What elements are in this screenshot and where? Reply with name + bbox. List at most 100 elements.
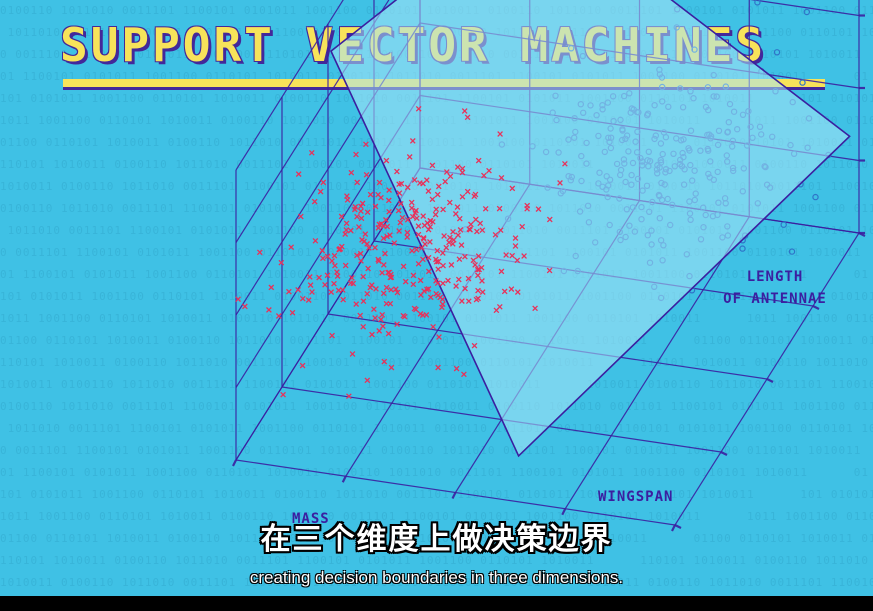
class-a-point [387,232,393,238]
class-a-point [386,208,392,215]
class-a-point [299,295,306,302]
z-axis-tick [341,475,347,483]
class-a-point [375,256,382,263]
class-a-point [322,281,328,288]
class-a-point [362,231,369,237]
class-a-point [329,258,335,264]
class-a-point [399,214,406,221]
class-a-point [447,234,453,241]
class-a-point [455,232,461,238]
class-a-point [474,266,481,273]
class-a-point [332,262,338,269]
class-a-point [456,215,463,222]
class-a-point [394,168,400,175]
class-a-point [256,249,263,256]
class-b-point [773,49,781,56]
class-a-point [358,203,364,210]
class-a-point [331,280,337,287]
class-a-point [479,227,486,234]
y-axis-label: LENGTH OF ANTENNAE [700,266,850,310]
class-a-point [477,220,484,227]
class-a-point [486,167,492,174]
x-axis-tick [674,524,682,529]
class-a-point [312,237,319,244]
class-a-point [306,274,313,280]
class-a-point [360,323,367,330]
subtitle-chinese: 在三个维度上做决策边界 [260,522,613,557]
class-a-point [450,237,457,243]
class-a-point [324,272,331,279]
class-a-point [435,183,442,190]
class-a-point [372,315,378,321]
class-a-point [299,362,306,369]
class-a-point [427,239,433,245]
class-a-point [380,323,386,330]
class-a-point [452,211,459,217]
class-a-point [470,257,477,264]
x-axis-tick [858,232,866,237]
class-a-point [383,284,390,291]
class-a-point [331,252,338,259]
class-a-point [425,254,432,261]
class-a-point [475,253,482,259]
class-a-point [349,351,356,357]
class-a-point [380,223,387,229]
class-a-point [425,188,432,194]
class-a-point [497,227,504,234]
class-b-point [803,8,811,16]
class-a-point [359,237,365,243]
class-a-point [479,289,486,295]
class-a-point [496,303,503,310]
class-a-point [409,138,416,144]
class-a-point [433,290,440,297]
class-a-point [397,219,404,226]
class-a-point [498,268,505,275]
class-a-point [415,231,422,238]
class-a-point [512,243,519,249]
class-a-point [459,298,465,304]
class-a-point [384,233,390,240]
class-a-point [415,223,422,229]
class-a-point [380,290,387,297]
class-a-point [514,289,521,295]
class-a-point [406,154,413,160]
y-axis-label-line-2: OF ANTENNAE [723,291,827,307]
class-a-point [457,227,464,233]
class-a-point [368,282,375,288]
class-a-point [472,262,478,268]
class-a-point [367,191,374,198]
class-a-point [411,305,418,312]
class-a-point [429,196,436,203]
class-a-point [417,277,424,284]
class-a-point [359,200,366,207]
class-a-point [381,358,388,365]
class-a-point [512,235,519,241]
x-axis-tick [720,451,728,456]
class-a-point [343,220,350,227]
class-a-point [546,267,553,274]
class-a-point [481,172,487,179]
class-a-point [344,197,351,203]
class-a-point [450,228,456,235]
class-a-point [235,296,241,303]
video-frame: 0100110 1011010 0011101 1100101 0101011 … [0,0,873,589]
class-a-point [443,169,450,175]
class-a-point [404,234,411,240]
class-a-point [422,241,428,247]
class-a-point [343,227,350,233]
class-a-point [393,286,399,292]
class-a-point [456,256,463,263]
class-a-point [311,198,318,205]
x-axis-tick [812,305,820,310]
class-a-point [465,298,472,305]
subtitle-english: creating decision boundaries in three di… [249,568,624,587]
class-a-point [386,187,392,193]
class-a-point [372,203,379,210]
class-a-point [397,200,404,207]
z-axis-tick [232,459,237,467]
class-a-point [449,241,456,247]
class-a-point [329,332,335,339]
class-a-point [459,193,466,200]
class-a-point [459,165,466,172]
class-a-point [342,262,349,269]
